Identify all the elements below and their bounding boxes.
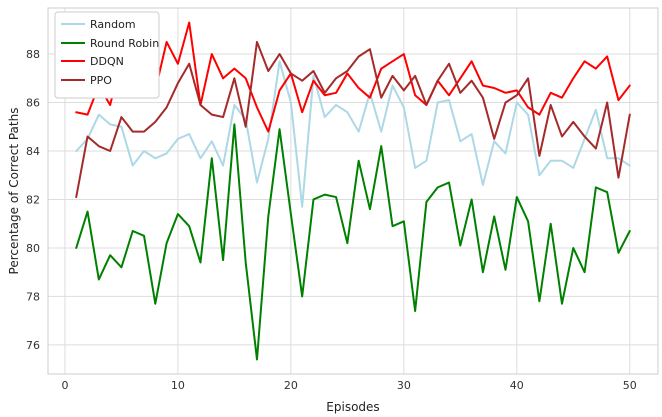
x-tick-label: 0	[61, 379, 68, 392]
legend-label-ppo: PPO	[90, 74, 112, 87]
y-tick-label: 82	[26, 193, 40, 206]
y-tick-label: 76	[26, 339, 40, 352]
series-line-ddqn	[75, 21, 631, 133]
legend: Random Round Robin DDQN PPO	[54, 11, 160, 99]
x-tick-label: 50	[623, 379, 637, 392]
tick-labels: 0 10 20 30 40 50 76 78 80 82 84 86 88	[26, 48, 637, 392]
x-tick-label: 20	[284, 379, 298, 392]
legend-box	[54, 11, 160, 99]
series-line-random	[75, 60, 631, 208]
x-tick-label: 10	[171, 379, 185, 392]
legend-label-random: Random	[90, 18, 136, 31]
plot-area-frame	[47, 7, 659, 375]
x-tick-label: 30	[397, 379, 411, 392]
x-tick-label: 40	[510, 379, 524, 392]
grid	[48, 8, 658, 374]
x-axis-label: Episodes	[326, 400, 379, 414]
series-line-round-robin	[75, 123, 631, 361]
y-tick-label: 88	[26, 48, 40, 61]
y-tick-label: 84	[26, 145, 40, 158]
series-line-ppo	[75, 40, 631, 199]
series-lines	[75, 21, 631, 361]
y-tick-label: 80	[26, 242, 40, 255]
y-tick-label: 86	[26, 97, 40, 110]
legend-label-round-robin: Round Robin	[90, 37, 159, 50]
y-axis-label: Percentage of Correct Paths	[7, 108, 21, 275]
y-tick-label: 78	[26, 290, 40, 303]
legend-label-ddqn: DDQN	[90, 55, 124, 68]
